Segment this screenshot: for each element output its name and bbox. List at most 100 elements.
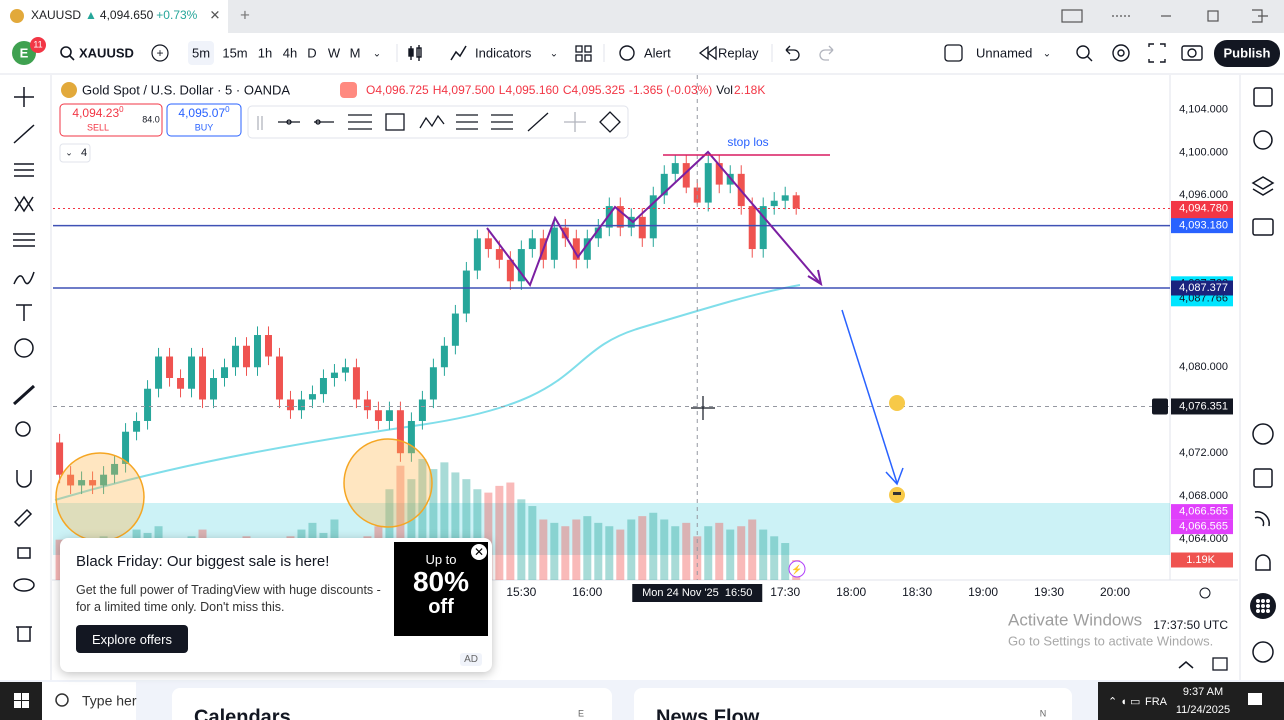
compare-button[interactable] (151, 44, 169, 62)
interval-button[interactable]: 4h (283, 45, 297, 60)
lock-tool[interactable] (17, 547, 31, 559)
new-tab[interactable]: + (240, 5, 250, 24)
news[interactable] (1254, 511, 1270, 527)
price-label-bg (1171, 280, 1233, 296)
tool-cross[interactable] (564, 112, 586, 132)
promo-close[interactable]: ✕ (471, 544, 487, 560)
promo-button[interactable]: Explore offers (76, 625, 188, 653)
layout-name[interactable]: Unnamed (976, 45, 1032, 60)
taskbar-search[interactable] (42, 682, 136, 720)
hide-tool[interactable] (13, 578, 35, 592)
target-arrowhead (885, 467, 904, 486)
fib-tool[interactable] (14, 163, 34, 177)
interval-dropdown[interactable]: ⌄ (373, 49, 381, 60)
alert-button[interactable]: Alert (644, 45, 671, 60)
pattern-tool[interactable] (14, 195, 34, 213)
tool-path[interactable] (419, 114, 445, 129)
fullscreen[interactable] (1148, 43, 1166, 63)
remove-tool[interactable] (16, 626, 32, 642)
stay-drawing[interactable] (13, 508, 33, 528)
chart-type-icon[interactable] (408, 45, 422, 61)
redo[interactable] (819, 45, 834, 61)
maximize-panel[interactable] (1212, 657, 1228, 671)
collapse-button[interactable] (59, 143, 91, 163)
tool-rect[interactable] (385, 113, 405, 131)
alert-icon[interactable] (619, 45, 635, 61)
publish-button-bg[interactable] (1214, 40, 1280, 67)
interval-button[interactable]: 1h (258, 45, 272, 60)
screen-icon[interactable] (1061, 9, 1083, 23)
drag-handle[interactable] (257, 116, 263, 130)
interval-button[interactable]: 5m (192, 45, 210, 60)
ideas[interactable] (1252, 423, 1274, 445)
volume-bar (660, 519, 669, 580)
buy-button[interactable] (166, 103, 242, 137)
trendline-tool[interactable] (13, 124, 35, 144)
quick-search[interactable] (1076, 45, 1090, 59)
interval-button[interactable]: 15m (222, 45, 247, 60)
magnet-tool[interactable] (16, 470, 32, 488)
undo[interactable] (785, 45, 800, 61)
help[interactable] (1252, 641, 1274, 663)
tab[interactable] (0, 0, 228, 33)
icon-tool[interactable] (14, 338, 34, 358)
tool-diamond[interactable] (599, 111, 621, 133)
indicators-dropdown[interactable]: ⌄ (550, 49, 558, 60)
indicators-button[interactable]: Indicators (475, 45, 532, 60)
calendars-card[interactable] (172, 688, 612, 720)
add-alert-button[interactable] (1152, 398, 1168, 415)
interval-button[interactable]: D (307, 45, 316, 60)
measure-tool[interactable] (12, 384, 36, 406)
volume-bar (429, 469, 438, 580)
layout-icon[interactable] (944, 44, 963, 62)
collapse-panel[interactable] (1178, 661, 1194, 669)
news-card[interactable] (634, 688, 1072, 720)
zoom-tool[interactable] (15, 421, 31, 437)
search-icon[interactable] (60, 46, 72, 58)
price-label-bg (1171, 504, 1233, 520)
calendar[interactable] (1253, 468, 1273, 488)
start-button[interactable] (14, 693, 29, 708)
publish-button[interactable]: Publish (1224, 45, 1271, 60)
object-tree[interactable] (1251, 176, 1275, 196)
candle-body (473, 238, 481, 271)
volume-bar (748, 519, 757, 580)
replay-icon[interactable] (698, 45, 717, 61)
tray-language[interactable]: FRA (1145, 696, 1168, 708)
interval-button[interactable]: M (350, 45, 361, 60)
tool-lines[interactable] (348, 114, 372, 130)
alerts[interactable] (1253, 130, 1273, 150)
text-tool[interactable] (16, 304, 32, 321)
forecast-tool[interactable] (13, 233, 35, 247)
sell-button[interactable] (59, 103, 163, 137)
chats[interactable] (1252, 218, 1274, 236)
snapshot[interactable] (1181, 45, 1203, 61)
candle-body (550, 227, 558, 260)
candle-body (78, 480, 86, 486)
tab-close[interactable]: ✕ (210, 7, 221, 22)
brush-tool[interactable] (13, 271, 35, 285)
crosshair-tool[interactable] (14, 87, 34, 107)
tray-notifications[interactable] (1248, 693, 1262, 705)
watchlist[interactable] (1253, 87, 1273, 107)
market-status[interactable] (340, 82, 357, 98)
candle-layer (56, 154, 800, 495)
tool-trend[interactable] (527, 112, 549, 132)
candle-body (682, 163, 690, 188)
exit-icon[interactable] (1252, 9, 1268, 23)
tool-fib[interactable] (456, 114, 478, 130)
symbol-search[interactable]: XAUUSD (79, 45, 134, 60)
axis-settings[interactable] (1199, 587, 1211, 599)
taskbar-search-icon (55, 693, 69, 707)
restore[interactable] (1207, 10, 1219, 22)
indicators-icon[interactable] (450, 45, 467, 61)
layout-dropdown[interactable]: ⌄ (1043, 49, 1051, 60)
settings[interactable] (1112, 44, 1130, 62)
avatar[interactable] (12, 41, 36, 65)
replay-button[interactable]: Replay (718, 45, 759, 60)
notifications[interactable] (1255, 554, 1271, 571)
interval-button[interactable]: W (328, 45, 341, 60)
templates-icon[interactable] (575, 45, 592, 62)
tool-channel[interactable] (491, 114, 513, 130)
event-marker[interactable] (788, 560, 806, 578)
